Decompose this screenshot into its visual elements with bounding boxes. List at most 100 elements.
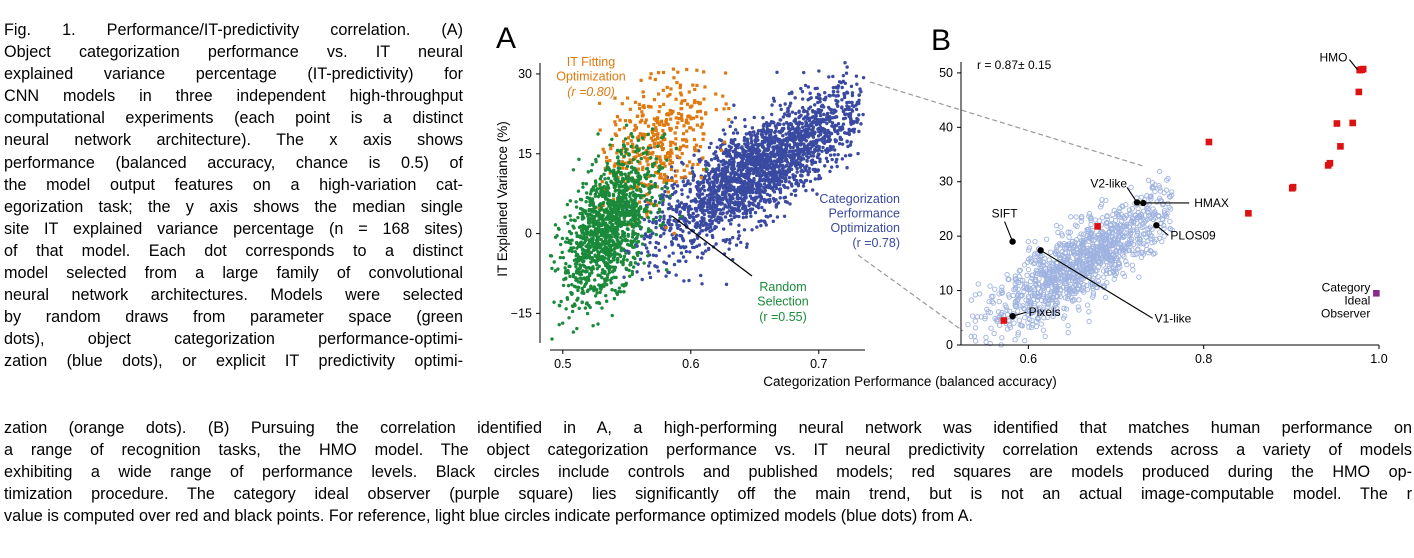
series-label-line: Categorization [819,192,900,206]
data-point [656,141,660,145]
data-point [845,140,849,144]
data-point [628,158,632,162]
data-point [782,112,787,116]
data-point [845,91,850,95]
reference-point [971,333,978,339]
data-point [829,147,834,152]
data-point [566,269,570,273]
data-point [806,98,810,102]
data-point [798,165,803,169]
data-point [644,176,649,181]
data-point [725,169,730,174]
data-point [836,129,840,133]
data-point [725,238,729,242]
data-point [624,193,629,197]
data-point [731,149,735,154]
data-point [720,176,724,181]
data-point [774,126,778,130]
data-point [849,119,854,123]
data-point [707,218,712,223]
data-point [637,193,641,198]
data-point [658,123,662,127]
data-point [695,244,699,249]
reference-point [983,339,989,345]
data-point [695,115,699,119]
data-point [674,237,679,241]
data-point [583,306,588,310]
data-point [643,121,647,125]
data-point [609,227,614,231]
data-point [590,271,594,275]
data-point [680,99,684,103]
data-point [662,177,666,181]
data-point [602,184,606,189]
data-point [806,112,810,116]
data-point [688,214,692,218]
data-point [693,87,697,92]
data-point [571,330,576,334]
data-point [810,188,815,192]
data-point [859,90,863,94]
data-point [645,193,649,197]
data-point [686,121,690,125]
data-point [669,112,673,116]
data-point [724,102,728,106]
data-point [574,231,579,235]
data-point [824,156,829,161]
data-point [762,219,767,223]
data-point [824,132,829,136]
data-point [646,216,651,220]
data-point [621,146,625,150]
data-point [580,291,584,295]
reference-point [1032,238,1038,245]
data-point [581,248,585,252]
data-point [845,104,849,108]
data-point [574,278,578,282]
data-point [627,171,631,176]
data-point [613,228,618,232]
reference-point [1102,294,1109,301]
data-point [723,165,727,169]
data-point [622,126,626,130]
data-point [729,206,734,210]
data-point [582,241,587,245]
data-point [680,160,684,165]
data-point [707,172,711,176]
data-point [759,219,763,223]
data-point [640,242,645,246]
data-point [691,83,695,87]
data-point [793,174,797,178]
data-point [715,207,720,212]
data-point [729,167,734,171]
data-point [646,163,650,167]
data-point [702,188,707,193]
data-point [591,185,596,189]
data-point [797,109,801,113]
data-point [664,268,669,272]
data-point [752,176,756,181]
data-point [701,198,705,202]
panel-b-points [965,65,1380,348]
data-point [659,140,663,144]
data-point [625,238,629,243]
data-point [755,225,759,229]
data-point [772,139,777,143]
caption-line: timization procedure. The category ideal… [4,485,1412,504]
data-point [720,169,725,173]
data-point [795,170,799,174]
data-point [565,202,570,207]
data-point [723,71,728,75]
data-point [605,282,609,287]
data-point [591,221,595,226]
data-point [723,160,728,164]
reference-point [1086,318,1092,325]
data-point [591,224,596,229]
data-point [646,254,650,258]
data-point [703,174,707,178]
data-point [632,180,637,184]
data-point [637,224,641,228]
data-point [690,245,695,250]
data-point [829,165,834,169]
y-tick-label: 15 [518,147,532,161]
